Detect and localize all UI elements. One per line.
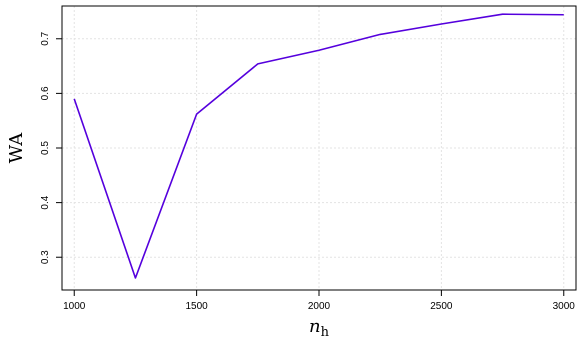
x-axis-title-subscript: h <box>321 325 330 340</box>
x-axis-title-main: n <box>309 316 321 337</box>
y-axis-title: WA <box>6 132 27 164</box>
x-tick-label-3: 2500 <box>430 301 453 312</box>
x-tick-label-0: 1000 <box>63 301 86 312</box>
x-tick-label-1: 1500 <box>185 301 208 312</box>
y-tick-label-2: 0.5 <box>40 141 51 155</box>
y-axis-ticks: 0.3 0.4 0.5 0.6 0.7 <box>40 31 62 264</box>
x-axis-ticks: 1000 1500 2000 2500 3000 <box>63 290 575 312</box>
y-tick-label-3: 0.6 <box>40 86 51 100</box>
series-line-0 <box>73 13 564 279</box>
x-tick-label-4: 3000 <box>553 301 576 312</box>
y-tick-label-0: 0.3 <box>40 250 51 264</box>
x-axis-title: nh <box>309 316 330 340</box>
y-tick-label-4: 0.7 <box>40 31 51 45</box>
x-tick-label-2: 2000 <box>308 301 331 312</box>
grid <box>62 6 576 290</box>
series-group <box>73 13 564 279</box>
y-tick-label-1: 0.4 <box>40 195 51 209</box>
